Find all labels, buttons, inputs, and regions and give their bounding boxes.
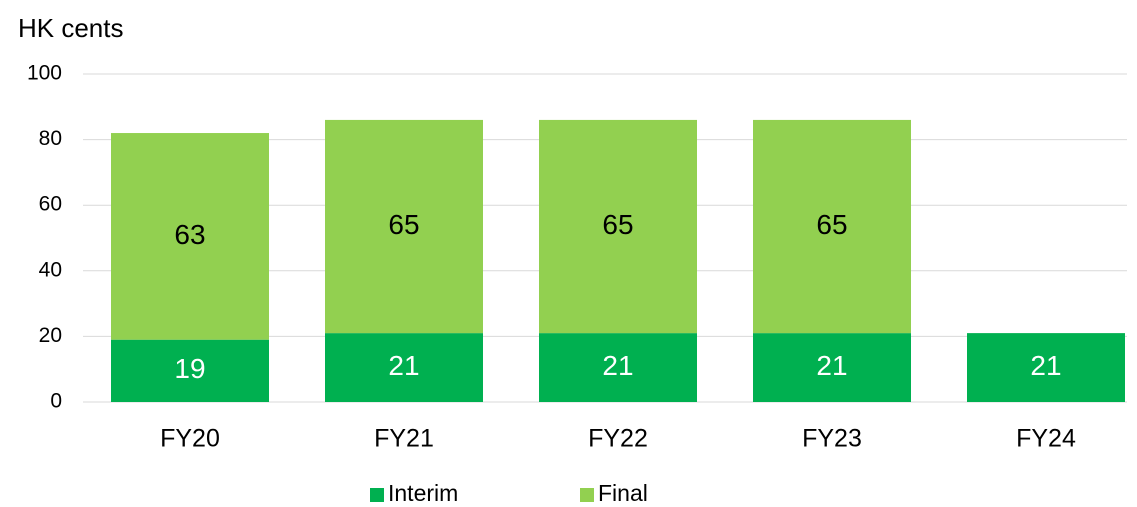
y-tick-label: 80 <box>39 127 62 150</box>
x-tick-label: FY20 <box>160 425 220 453</box>
y-tick-label: 40 <box>39 258 62 281</box>
data-label: 65 <box>388 209 419 240</box>
bar-segment <box>753 333 911 402</box>
legend-swatch <box>580 488 594 502</box>
data-label: 19 <box>174 353 205 384</box>
y-tick-label: 60 <box>39 193 62 216</box>
legend-label: Interim <box>388 480 458 506</box>
data-label: 63 <box>174 219 205 250</box>
data-label: 65 <box>602 209 633 240</box>
data-label: 65 <box>816 209 847 240</box>
y-tick-label: 20 <box>39 324 62 347</box>
bar-segment <box>111 339 269 402</box>
x-tick-label: FY22 <box>588 425 648 453</box>
data-label: 21 <box>388 350 419 381</box>
legend-swatch <box>370 488 384 502</box>
bar-segment <box>539 119 697 334</box>
y-tick-label: 0 <box>50 390 62 413</box>
bar-segment <box>111 133 269 340</box>
data-label: 21 <box>1030 350 1061 381</box>
y-tick-label: 100 <box>27 62 62 85</box>
bar-segment <box>967 333 1125 402</box>
bar-segment <box>325 333 483 402</box>
data-label: 21 <box>602 350 633 381</box>
legend-label: Final <box>598 480 648 506</box>
x-tick-label: FY21 <box>374 425 434 453</box>
bar-segment <box>753 119 911 334</box>
y-axis-label: HK cents <box>18 13 124 43</box>
x-tick-label: FY23 <box>802 425 862 453</box>
bar-segment <box>539 333 697 402</box>
x-tick-label: FY24 <box>1016 425 1076 453</box>
bar-segment <box>325 119 483 334</box>
data-label: 21 <box>816 350 847 381</box>
